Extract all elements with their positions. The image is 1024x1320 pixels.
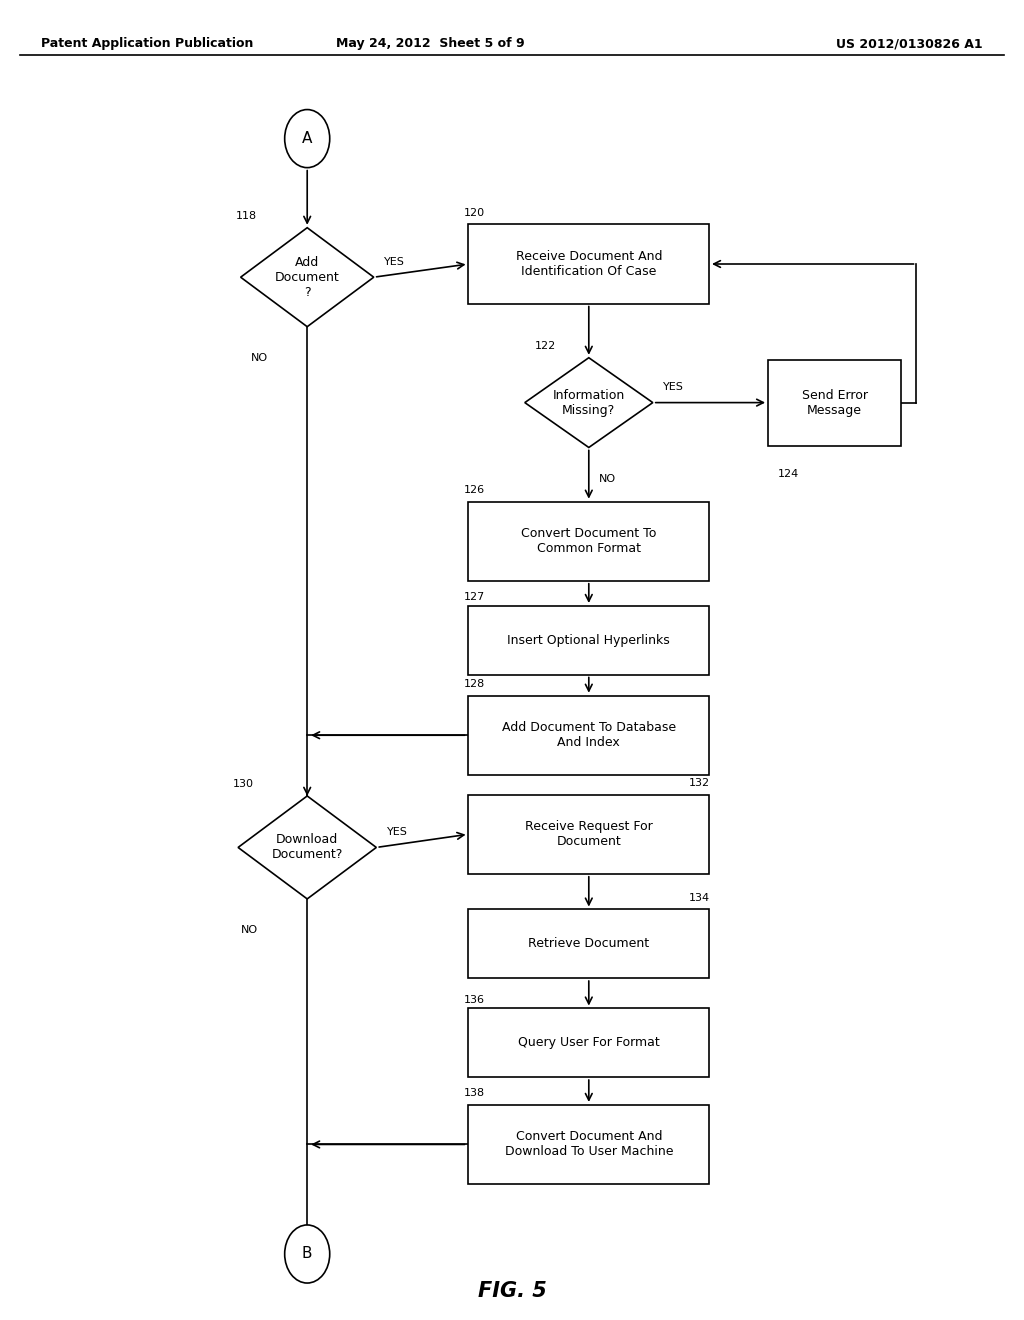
Text: Query User For Format: Query User For Format [518,1036,659,1049]
FancyBboxPatch shape [768,359,901,446]
Text: 124: 124 [778,469,800,479]
Text: NO: NO [251,352,268,363]
Text: 122: 122 [535,341,556,351]
Text: 120: 120 [463,207,484,218]
Circle shape [285,110,330,168]
Text: Information
Missing?: Information Missing? [553,388,625,417]
Text: YES: YES [384,256,404,267]
Circle shape [285,1225,330,1283]
Text: US 2012/0130826 A1: US 2012/0130826 A1 [837,37,983,50]
Text: NO: NO [599,474,616,484]
FancyBboxPatch shape [468,1105,709,1184]
Text: Receive Request For
Document: Receive Request For Document [525,820,652,849]
Text: 128: 128 [463,678,484,689]
Text: 136: 136 [463,994,484,1005]
Text: 126: 126 [463,484,484,495]
FancyBboxPatch shape [468,909,709,978]
Text: YES: YES [387,826,408,837]
Polygon shape [238,796,377,899]
Polygon shape [241,227,374,326]
FancyBboxPatch shape [468,1008,709,1077]
Text: Retrieve Document: Retrieve Document [528,937,649,950]
FancyBboxPatch shape [468,502,709,581]
Text: Receive Document And
Identification Of Case: Receive Document And Identification Of C… [515,249,663,279]
Text: 127: 127 [463,591,484,602]
Text: Convert Document To
Common Format: Convert Document To Common Format [521,527,656,556]
Text: Send Error
Message: Send Error Message [802,388,867,417]
Text: Add
Document
?: Add Document ? [274,256,340,298]
FancyBboxPatch shape [468,224,709,304]
Text: 118: 118 [236,211,257,220]
FancyBboxPatch shape [468,696,709,775]
Text: Patent Application Publication: Patent Application Publication [41,37,253,50]
Text: 132: 132 [688,777,710,788]
FancyBboxPatch shape [468,795,709,874]
Polygon shape [524,358,653,447]
Text: B: B [302,1246,312,1262]
Text: 138: 138 [463,1088,484,1098]
Text: 134: 134 [688,892,710,903]
FancyBboxPatch shape [468,606,709,675]
Text: NO: NO [241,925,258,936]
Text: Convert Document And
Download To User Machine: Convert Document And Download To User Ma… [505,1130,673,1159]
Text: May 24, 2012  Sheet 5 of 9: May 24, 2012 Sheet 5 of 9 [336,37,524,50]
Text: YES: YES [664,381,684,392]
Text: Add Document To Database
And Index: Add Document To Database And Index [502,721,676,750]
Text: FIG. 5: FIG. 5 [477,1280,547,1302]
Text: Download
Document?: Download Document? [271,833,343,862]
Text: 130: 130 [232,779,254,789]
Text: Insert Optional Hyperlinks: Insert Optional Hyperlinks [508,634,670,647]
Text: A: A [302,131,312,147]
